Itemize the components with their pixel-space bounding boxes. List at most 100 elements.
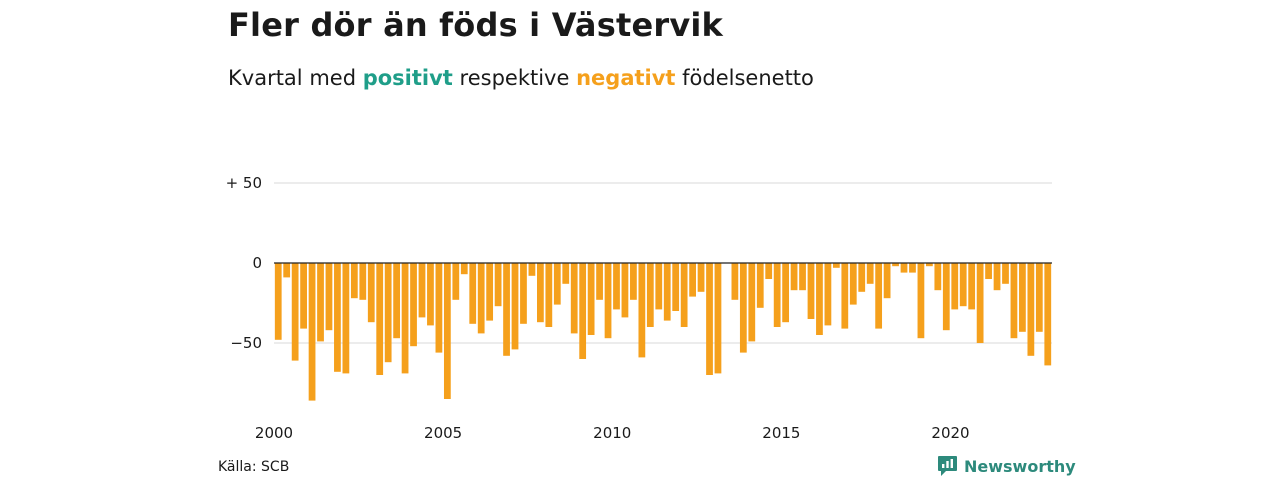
x-tick-label: 2000 xyxy=(255,424,293,442)
bar xyxy=(410,263,417,347)
brand-logo[interactable]: Newsworthy xyxy=(937,455,1076,477)
bar xyxy=(942,263,950,331)
subtitle-positive-word: positivt xyxy=(362,66,453,90)
bar xyxy=(325,263,333,331)
bar xyxy=(1010,263,1018,339)
bar xyxy=(587,263,595,335)
bar xyxy=(621,263,629,318)
bar xyxy=(435,263,443,353)
subtitle-suffix: födelsenetto xyxy=(682,66,814,90)
bar xyxy=(317,263,324,342)
bar xyxy=(401,263,409,374)
bar xyxy=(663,263,671,321)
newsworthy-logo-icon xyxy=(938,456,957,476)
bar xyxy=(790,263,798,291)
y-tick-label: + 50 xyxy=(226,174,262,192)
axis-layer: + 50 0 −50 2000 2005 2010 2015 2020 xyxy=(226,174,1052,442)
bar xyxy=(756,263,764,308)
bar xyxy=(917,263,925,339)
chart-subtitle: Kvartal med positivt respektive negativt… xyxy=(228,66,814,90)
bar xyxy=(553,263,561,305)
bar xyxy=(655,263,663,310)
bar xyxy=(342,263,350,374)
bar xyxy=(866,263,874,284)
bar xyxy=(689,263,696,297)
bar xyxy=(993,263,1001,291)
bar xyxy=(816,263,823,335)
bar xyxy=(486,263,494,321)
bar xyxy=(1019,263,1026,332)
bar xyxy=(537,263,544,323)
bar xyxy=(934,263,942,291)
bar xyxy=(630,263,637,300)
bar xyxy=(452,263,460,300)
chart-title: Fler dör än föds i Västervik xyxy=(228,6,724,44)
bar xyxy=(951,263,959,310)
bar xyxy=(731,263,739,300)
bar xyxy=(1035,263,1043,332)
bar xyxy=(892,263,899,267)
bar xyxy=(765,263,773,279)
bar xyxy=(334,263,341,372)
bar xyxy=(291,263,299,361)
x-tick-label: 2015 xyxy=(762,424,800,442)
bar xyxy=(697,263,705,292)
bar xyxy=(739,263,747,353)
bar xyxy=(570,263,578,334)
bar xyxy=(477,263,485,334)
subtitle-prefix: Kvartal med xyxy=(228,66,357,90)
bar xyxy=(1027,263,1035,356)
bar xyxy=(849,263,857,305)
bar xyxy=(875,263,883,329)
bar xyxy=(511,263,519,350)
bar xyxy=(443,263,451,399)
bar xyxy=(841,263,849,329)
bar xyxy=(367,263,375,323)
bar xyxy=(1002,263,1009,284)
bar xyxy=(393,263,401,339)
bar xyxy=(604,263,612,339)
bar xyxy=(807,263,815,319)
bar xyxy=(274,263,282,340)
bar xyxy=(832,263,840,268)
bar xyxy=(283,263,291,278)
bar xyxy=(418,263,426,318)
bar xyxy=(460,263,468,275)
bar xyxy=(706,263,713,375)
bar xyxy=(376,263,384,375)
subtitle-negative-word: negativt xyxy=(576,66,676,90)
bar xyxy=(824,263,832,326)
bar xyxy=(773,263,781,327)
bar xyxy=(858,263,866,292)
bar xyxy=(909,263,916,273)
bar xyxy=(968,263,976,310)
bar xyxy=(503,263,510,356)
bar xyxy=(959,263,967,307)
subtitle-middle: respektive xyxy=(459,66,570,90)
bar xyxy=(748,263,756,342)
bar xyxy=(494,263,502,307)
bar xyxy=(562,263,570,284)
bar xyxy=(613,263,620,310)
x-tick-label: 2005 xyxy=(424,424,462,442)
bar xyxy=(646,263,654,327)
y-tick-label: −50 xyxy=(230,334,262,352)
x-tick-label: 2010 xyxy=(593,424,631,442)
y-tick-label: 0 xyxy=(252,254,262,272)
bar xyxy=(985,263,992,279)
bar-layer xyxy=(274,263,1052,401)
bar xyxy=(427,263,434,326)
bar xyxy=(1044,263,1052,366)
bar xyxy=(545,263,553,327)
bar xyxy=(579,263,587,359)
bar xyxy=(359,263,367,300)
bar xyxy=(308,263,316,401)
bar xyxy=(469,263,477,324)
bar xyxy=(596,263,603,300)
bar xyxy=(782,263,790,323)
bar xyxy=(300,263,307,329)
bar xyxy=(520,263,527,324)
bar xyxy=(900,263,908,273)
x-tick-label: 2020 xyxy=(931,424,969,442)
